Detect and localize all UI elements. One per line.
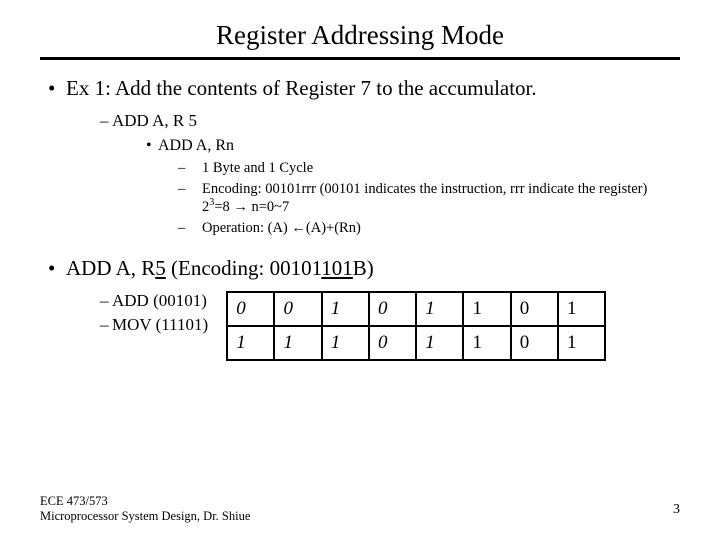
s2-pre: ADD A, R (66, 256, 155, 280)
bullet-ex1: •Ex 1: Add the contents of Register 7 to… (48, 76, 680, 101)
bullet-dot: • (48, 76, 66, 101)
dash-icon: – (100, 111, 112, 131)
bit-cell: 0 (274, 292, 321, 326)
bit-cell: 1 (322, 292, 369, 326)
bullet-l4a-text: 1 Byte and 1 Cycle (202, 160, 313, 176)
bullet-l4-encoding: –Encoding: 00101rrr (00101 indicates the… (190, 180, 650, 216)
s2-post2: B) (353, 256, 374, 280)
left-arrow-icon: ← (291, 220, 306, 236)
bit-cell: 1 (463, 292, 510, 326)
bit-cell: 1 (558, 326, 605, 360)
title-rule (40, 57, 680, 60)
bullet-dot: • (48, 256, 66, 281)
l4c-post: (A)+(Rn) (306, 220, 361, 236)
l4b-mid: =8 (214, 199, 233, 215)
table-row: 1 1 1 0 1 1 0 1 (227, 326, 605, 360)
dash-icon: – (100, 315, 112, 335)
bit-cell: 0 (511, 326, 558, 360)
footer-line2: Microprocessor System Design, Dr. Shiue (40, 509, 250, 524)
footer-line1: ECE 473/573 (40, 494, 250, 509)
bit-cell: 1 (416, 326, 463, 360)
bits-table: 0 0 1 0 1 1 0 1 1 1 1 0 1 1 0 1 (226, 291, 606, 361)
right-arrow-icon: → (233, 199, 248, 215)
l4b-post: n=0~7 (248, 199, 289, 215)
l4c-pre: Operation: (A) (202, 220, 291, 236)
bit-cell: 1 (274, 326, 321, 360)
bit-cell: 1 (227, 326, 274, 360)
s2-u1: 5 (155, 256, 166, 280)
dash-icon: – (100, 291, 112, 311)
dash-icon: – (190, 219, 202, 237)
bullet-l4-operation: –Operation: (A) ←(A)+(Rn) (190, 219, 650, 237)
bit-cell: 1 (322, 326, 369, 360)
bullet-add-r5: •ADD A, R5 (Encoding: 00101101B) (48, 256, 680, 281)
page-number: 3 (673, 502, 680, 518)
bullet-l2-text: ADD A, R 5 (112, 111, 197, 130)
bullet-l3-addrn: •ADD A, Rn (146, 137, 680, 155)
bit-cell: 0 (369, 326, 416, 360)
opcode-list: –ADD (00101) –MOV (11101) (40, 291, 208, 339)
sub-mov: –MOV (11101) (100, 315, 208, 335)
sub-add-text: ADD (00101) (112, 291, 207, 310)
bit-cell: 1 (558, 292, 605, 326)
bit-cell: 1 (463, 326, 510, 360)
bullet-ex1-text: Ex 1: Add the contents of Register 7 to … (66, 76, 537, 100)
bullet-l3-text: ADD A, Rn (158, 137, 234, 154)
slide-title: Register Addressing Mode (40, 20, 680, 51)
bit-cell: 0 (511, 292, 558, 326)
footer: ECE 473/573 Microprocessor System Design… (40, 494, 250, 524)
encoding-row: –ADD (00101) –MOV (11101) 0 0 1 0 1 1 0 … (40, 291, 680, 361)
sub-add: –ADD (00101) (100, 291, 208, 311)
bit-cell: 0 (227, 292, 274, 326)
bullet-l2-add: –ADD A, R 5 (100, 111, 680, 131)
table-row: 0 0 1 0 1 1 0 1 (227, 292, 605, 326)
s2-u2: 101 (321, 256, 353, 280)
bit-cell: 1 (416, 292, 463, 326)
section-add-r5: •ADD A, R5 (Encoding: 00101101B) –ADD (0… (40, 256, 680, 361)
dash-icon: – (190, 180, 202, 198)
bullet-l4-byte: –1 Byte and 1 Cycle (190, 159, 650, 177)
dash-icon: – (190, 159, 202, 177)
bits-table-wrap: 0 0 1 0 1 1 0 1 1 1 1 0 1 1 0 1 (226, 291, 680, 361)
bullet-dot: • (146, 137, 158, 155)
s2-post: (Encoding: 00101 (166, 256, 322, 280)
bit-cell: 0 (369, 292, 416, 326)
sub-mov-text: MOV (11101) (112, 315, 208, 334)
